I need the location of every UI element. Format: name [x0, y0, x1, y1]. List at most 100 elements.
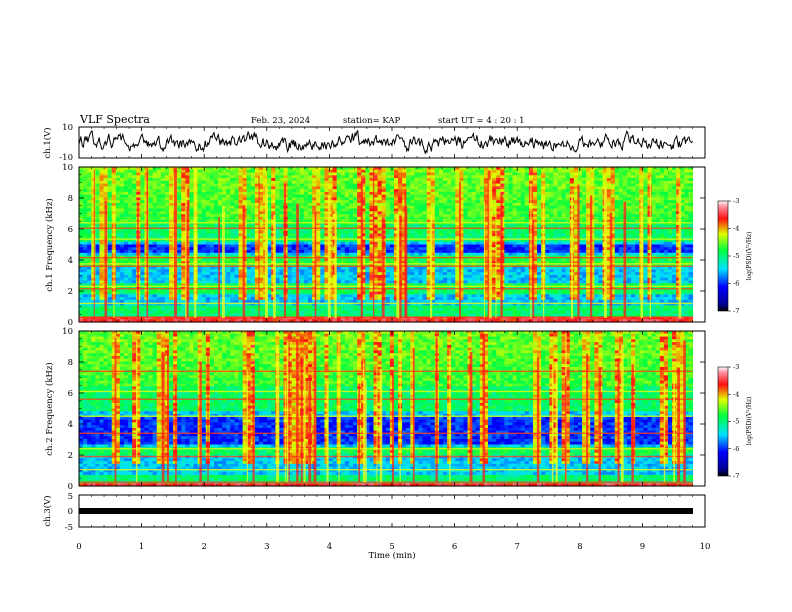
spectrogram-cell [606, 167, 612, 171]
spectrogram-cell [381, 175, 387, 179]
spectrogram-cell [622, 169, 628, 174]
spectrogram-cell [667, 175, 673, 179]
spectrogram-cell [651, 169, 657, 174]
spectrogram-cell [209, 183, 215, 187]
spectrogram-cell [316, 172, 321, 176]
spectrogram-cell [181, 175, 186, 179]
spectrogram-cell [107, 172, 113, 176]
spectrogram-cell [545, 180, 550, 185]
spectrogram-cell [479, 183, 485, 187]
spectrogram-cell [667, 167, 673, 171]
spectrogram-cell [467, 175, 473, 179]
spectrogram-cell [614, 175, 620, 179]
spectrogram-cell [177, 167, 182, 171]
spectrogram-cell [586, 167, 591, 171]
spectrogram-cell [254, 183, 260, 187]
spectrogram-cell [164, 178, 170, 182]
spectrogram-cell [418, 183, 424, 187]
spectrogram-cell [328, 175, 334, 179]
spectrogram-cell [258, 167, 264, 171]
spectrogram-cell [565, 178, 571, 182]
spectrogram-cell [365, 183, 370, 187]
spectrogram-cell [246, 180, 252, 185]
spectrogram-cell [622, 183, 628, 187]
spectrogram-cell [459, 178, 465, 182]
spectrogram-cell [672, 175, 677, 179]
spectrogram-cell [651, 167, 657, 171]
spectrogram-cell [676, 183, 681, 187]
spectrogram-cell [643, 172, 649, 176]
spectrogram-cell [361, 169, 366, 174]
spectrogram-cell [222, 183, 227, 187]
spectrogram-cell [479, 180, 485, 185]
spectrogram-cell [83, 178, 88, 182]
spectrogram-cell [123, 167, 129, 171]
spectrogram-cell [344, 180, 350, 185]
spectrogram-cell [627, 183, 632, 187]
spectrogram-cell [479, 169, 485, 174]
spectrogram-cell [549, 180, 555, 185]
spectrogram-cell [500, 175, 505, 179]
spectrogram-cell [205, 167, 211, 171]
spectrogram-cell [267, 183, 272, 187]
spectrogram-cell [672, 172, 677, 176]
spectrogram-cell [402, 178, 407, 182]
spectrogram-cell [353, 172, 358, 176]
spectrogram-cell [201, 180, 207, 185]
spectrogram-cell [643, 169, 649, 174]
spectrogram-cell [361, 183, 366, 187]
spectrogram-cell [103, 178, 109, 182]
spectrogram-cell [91, 178, 96, 182]
spectrogram-cell [115, 183, 121, 187]
spectrogram-cell [295, 172, 301, 176]
spectrogram-cell [87, 172, 92, 176]
spectrogram-cell [483, 175, 489, 179]
spectrogram-cell [492, 169, 497, 174]
spectrogram-cell [398, 167, 403, 171]
spectrogram-cell [103, 169, 109, 174]
spectrogram-cell [647, 169, 653, 174]
spectrogram-cell [508, 175, 514, 179]
spectrogram-cell [275, 183, 280, 187]
spectrogram-cell [189, 169, 195, 174]
spectrogram-cell [111, 180, 117, 185]
spectrogram-cell [688, 178, 694, 182]
spectrogram-cell [340, 172, 346, 176]
spectrogram-cell [148, 180, 154, 185]
spectrogram-cell [213, 180, 219, 185]
spectrogram-cell [684, 169, 689, 174]
spectrogram-cell [164, 169, 170, 174]
spectrogram-cell [340, 178, 346, 182]
spectrogram-cell [185, 167, 191, 171]
spectrogram-cell [606, 180, 612, 185]
spectrogram-cell [242, 169, 248, 174]
spectrogram-cell [291, 169, 297, 174]
spectrogram-cell [655, 180, 661, 185]
spectrogram-cell [189, 175, 195, 179]
spectrogram-cell [504, 167, 510, 171]
spectrogram-cell [103, 186, 109, 190]
spectrogram-cell [267, 172, 272, 176]
spectrogram-cell [622, 178, 628, 182]
spectrogram-cell [561, 180, 567, 185]
spectrogram-cell [152, 183, 158, 187]
spectrogram-cell [663, 175, 669, 179]
spectrogram-cell [320, 183, 325, 187]
spectrogram-cell [447, 169, 452, 174]
spectrogram-cell [528, 172, 534, 176]
spectrogram-cell [361, 175, 366, 179]
spectrogram-cell [344, 183, 350, 187]
spectrogram-cell [168, 175, 174, 179]
spectrogram-cell [226, 183, 231, 187]
spectrogram-cell [594, 169, 600, 174]
date-label: Feb. 23, 2024 [251, 116, 310, 126]
spectrogram-cell [582, 175, 587, 179]
spectrogram-cell [320, 175, 325, 179]
spectrogram-cell [667, 178, 673, 182]
spectrogram-cell [79, 169, 84, 174]
spectrogram-cell [234, 183, 240, 187]
spectrogram-cell [336, 169, 342, 174]
spectrogram-cell [602, 172, 608, 176]
spectrogram-cell [631, 172, 636, 176]
spectrogram-cell [99, 175, 105, 179]
